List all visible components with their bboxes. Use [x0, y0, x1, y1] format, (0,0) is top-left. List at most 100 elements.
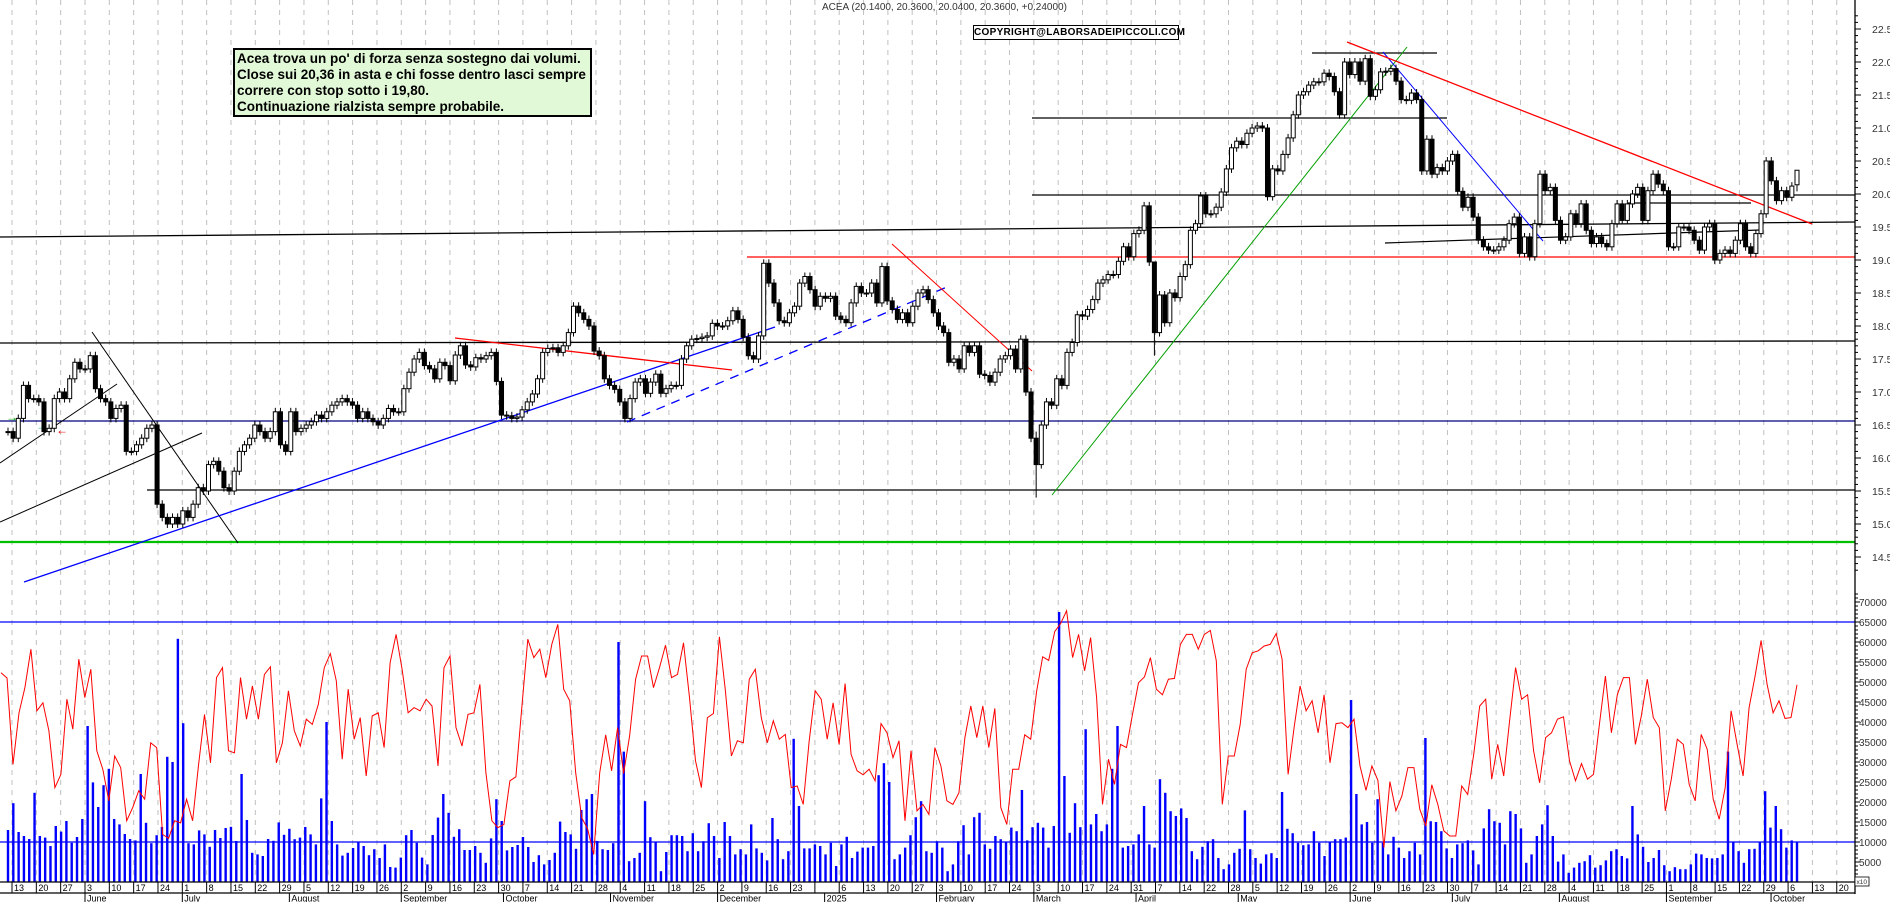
candle: [1522, 232, 1528, 258]
candle: [134, 440, 140, 456]
volume-bar: [962, 825, 965, 882]
candle: [164, 513, 170, 528]
candle-body-up: [1316, 81, 1322, 84]
volume-bar: [1180, 808, 1183, 882]
volume-bar: [484, 862, 487, 882]
volume-bar: [1631, 806, 1634, 882]
copyright-label: COPYRIGHT@LABORSADEIPICCOLI.COM: [973, 25, 1186, 40]
candle-body-up: [1229, 147, 1235, 170]
candle-body-up: [1085, 309, 1091, 317]
volume-bar: [750, 824, 753, 882]
candle-body-down: [714, 322, 720, 327]
candle-body-up: [416, 351, 422, 360]
candle-body-up: [1110, 274, 1116, 277]
candle-body-down: [123, 404, 129, 452]
candle: [360, 407, 366, 423]
candle-body-up: [1732, 239, 1738, 254]
candle: [241, 440, 247, 456]
volume-bar: [558, 821, 562, 882]
candle: [642, 374, 648, 398]
candle-body-up: [1465, 196, 1471, 208]
price-tick-label: 19.5: [1872, 222, 1890, 234]
volume-bar: [86, 726, 89, 882]
candle-body-up: [828, 295, 834, 299]
week-label: 18: [1620, 883, 1630, 893]
volume-bar: [824, 854, 827, 882]
volume-bar: [627, 861, 631, 882]
candle-body-down: [1768, 160, 1774, 182]
candle: [925, 285, 931, 304]
volume-bar: [654, 842, 657, 882]
candle-body-down: [1331, 76, 1337, 93]
week-label: 8: [1693, 883, 1698, 893]
volume-tick-label: 35000: [1859, 738, 1887, 749]
candle-body-up: [1681, 226, 1687, 229]
volume-bar: [314, 844, 318, 882]
volume-bar: [1095, 814, 1098, 882]
candle-body-down: [1773, 180, 1779, 202]
volume-bar: [1689, 864, 1693, 882]
candle: [1789, 182, 1795, 202]
candle-body-down: [1784, 190, 1790, 198]
candle: [1527, 232, 1533, 261]
candle-body-down: [1460, 190, 1466, 208]
volume-bar: [1519, 828, 1523, 882]
candle-body-up: [668, 384, 674, 390]
candle: [46, 424, 52, 436]
candle: [581, 308, 587, 324]
candle: [20, 381, 26, 423]
candle-body-down: [463, 345, 469, 366]
volume-bar: [792, 738, 795, 882]
volume-bar: [1758, 842, 1762, 882]
candle-body-up: [992, 371, 998, 383]
candle-body-up: [339, 398, 345, 403]
week-label: 7: [525, 883, 530, 893]
candle: [1707, 219, 1713, 231]
volume-bar: [1238, 848, 1241, 882]
volume-bar: [1795, 842, 1799, 882]
candle: [1635, 183, 1641, 198]
candle-body-up: [1707, 223, 1713, 228]
candle-body-up: [1321, 72, 1327, 83]
candle-body-down: [894, 309, 900, 320]
candle: [1336, 87, 1342, 119]
candle: [858, 282, 864, 297]
volume-bar: [946, 871, 949, 882]
comment-line: Acea trova un po' di forza senza sostegn…: [237, 51, 581, 66]
week-label: 27: [914, 883, 924, 893]
candle: [1331, 72, 1337, 96]
comment-line: correre con stop sotto i 19,80.: [237, 83, 430, 98]
candle: [545, 344, 551, 357]
volume-bar: [941, 847, 944, 882]
candle-body-up: [67, 378, 73, 400]
week-label: 8: [209, 883, 214, 893]
volume-bar: [65, 821, 68, 882]
candle: [1506, 219, 1512, 245]
volume-bar: [1572, 867, 1576, 882]
volume-bar: [744, 854, 748, 882]
candle-body-down: [26, 384, 32, 400]
volume-bar: [1392, 836, 1395, 882]
candle: [894, 305, 900, 324]
candle: [1126, 242, 1132, 261]
candle: [447, 361, 453, 385]
week-label: 19: [1303, 883, 1313, 893]
volume-bar: [866, 847, 870, 882]
candle: [1614, 199, 1620, 228]
volume-bar: [702, 841, 705, 882]
candle: [1568, 209, 1574, 241]
week-label: 25: [695, 883, 705, 893]
candle: [185, 506, 191, 522]
candle-body-down: [293, 411, 299, 433]
candle-body-up: [1064, 351, 1070, 386]
candle-body-up: [1378, 71, 1384, 91]
candle: [1414, 89, 1420, 104]
candle-body-down: [1748, 246, 1754, 254]
volume-bar: [1227, 864, 1231, 882]
candle-body-up: [519, 409, 525, 418]
candle-body-down: [355, 404, 361, 419]
candle: [1177, 272, 1183, 302]
volume-bar: [1270, 853, 1273, 882]
volume-bar: [1280, 792, 1284, 882]
volume-tick-label: 70000: [1859, 598, 1887, 609]
